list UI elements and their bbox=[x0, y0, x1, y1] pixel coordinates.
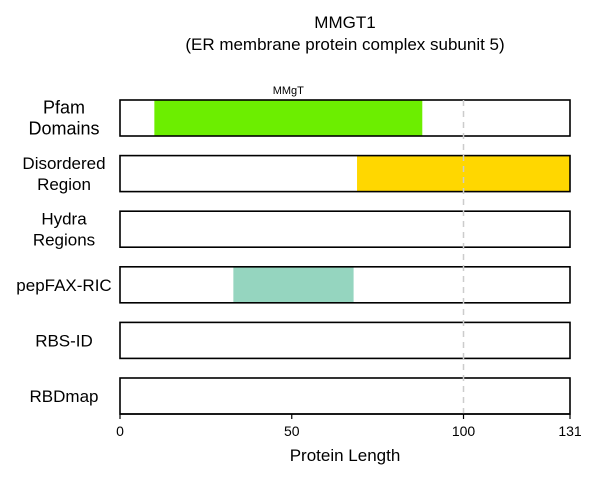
track-row: pepFAX-RIC bbox=[16, 265, 571, 304]
x-tick-label: 100 bbox=[452, 423, 476, 439]
track-label: Pfam bbox=[43, 98, 85, 118]
track-frame bbox=[119, 265, 571, 304]
x-tick-label: 50 bbox=[284, 423, 300, 439]
track-background bbox=[120, 378, 570, 414]
x-axis: 0 50 100 131 bbox=[116, 413, 582, 439]
track-label: Disordered bbox=[22, 154, 105, 173]
track-frame bbox=[119, 154, 571, 193]
track-label: Hydra bbox=[41, 210, 87, 229]
track-label: pepFAX-RIC bbox=[16, 276, 111, 295]
track-label: Domains bbox=[28, 119, 99, 139]
track-label: Regions bbox=[33, 231, 95, 250]
track-frame bbox=[119, 321, 571, 360]
track-background bbox=[120, 322, 570, 359]
segment-label: MMgT bbox=[273, 85, 304, 97]
track-segment bbox=[154, 100, 423, 136]
chart-subtitle: (ER membrane protein complex subunit 5) bbox=[185, 35, 504, 54]
track-label: Region bbox=[37, 175, 91, 194]
track-row: Hydra Regions bbox=[33, 210, 571, 250]
track-row: Disordered Region bbox=[22, 154, 571, 194]
x-tick-label: 131 bbox=[558, 423, 582, 439]
track-frame bbox=[119, 210, 571, 248]
track-segment bbox=[357, 155, 570, 192]
track-row: RBDmap bbox=[30, 377, 571, 415]
chart-title: MMGT1 bbox=[314, 13, 375, 32]
x-axis-title: Protein Length bbox=[290, 446, 401, 465]
track-background bbox=[120, 211, 570, 248]
track-frame bbox=[119, 99, 571, 137]
track-label: RBS-ID bbox=[35, 331, 93, 350]
track-segment bbox=[233, 266, 354, 303]
track-label: RBDmap bbox=[30, 387, 99, 406]
track-row: RBS-ID bbox=[35, 321, 571, 360]
x-tick-label: 0 bbox=[116, 423, 124, 439]
